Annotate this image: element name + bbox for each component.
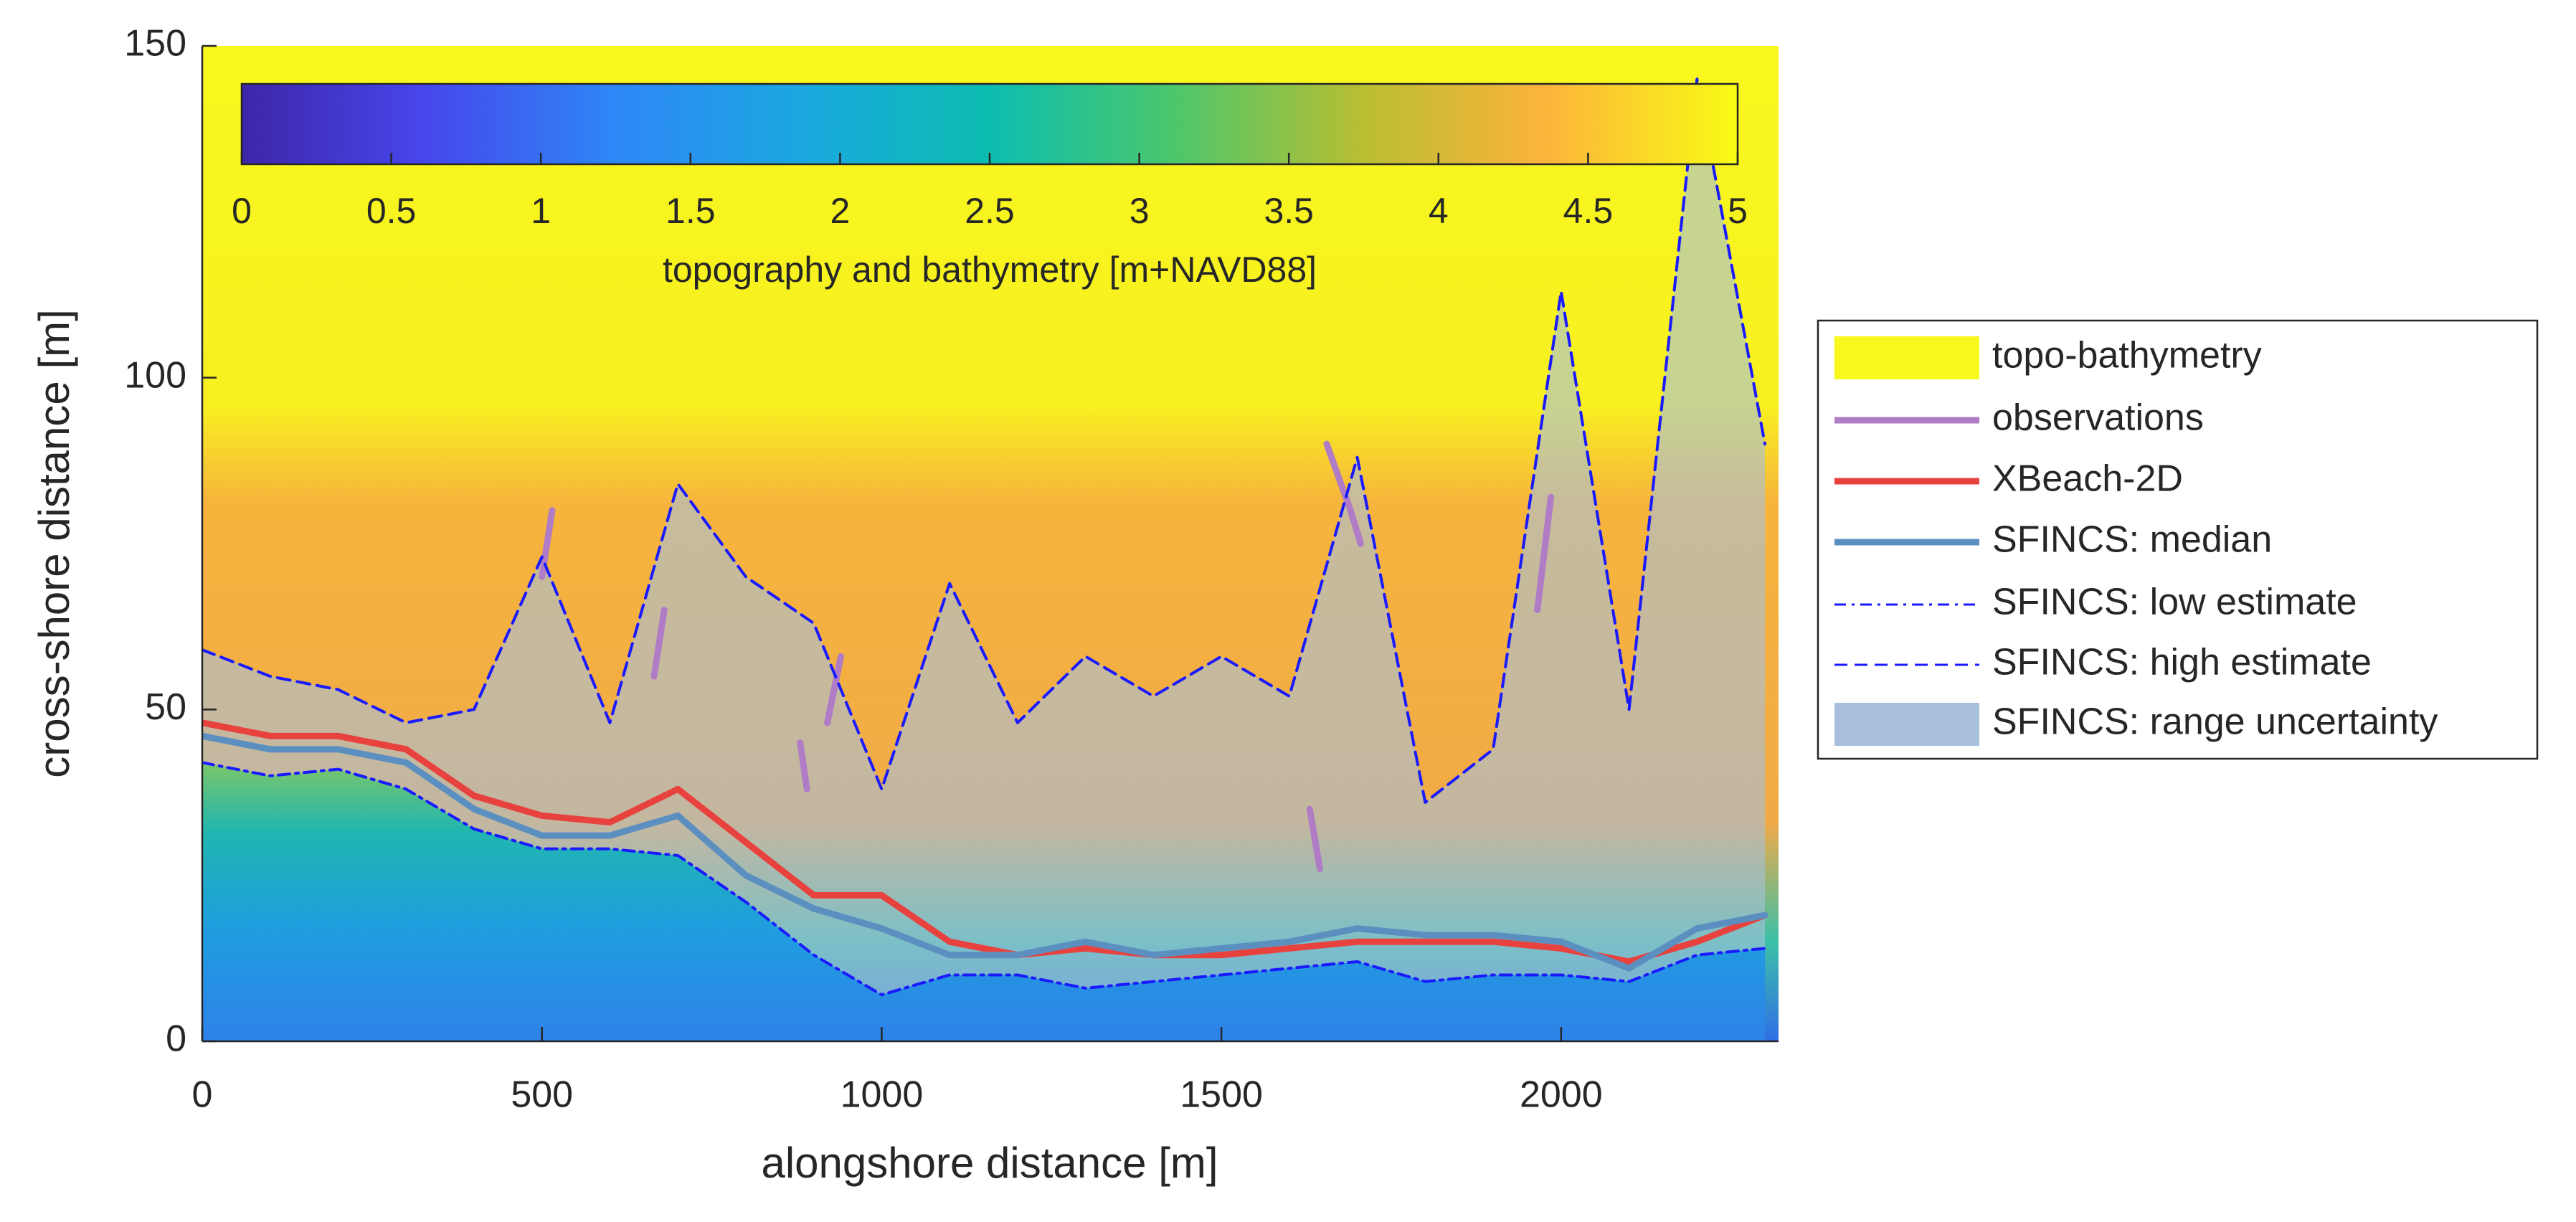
colorbar-tick-label: 2.5 [965,191,1015,231]
series-line [202,77,1767,804]
legend-label: SFINCS: low estimate [1992,582,2357,623]
legend-swatch [1834,703,1979,746]
legend-label: SFINCS: median [1992,519,2272,561]
legend-label: topo-bathymetry [1992,335,2262,376]
x-tick-label: 2000 [1520,1074,1603,1116]
colorbar-tick-label: 1.5 [666,191,716,231]
series-line [202,761,1767,997]
series-line [797,739,810,792]
series-line [539,507,556,580]
y-tick-label: 50 [145,686,186,728]
x-tick-label: 500 [511,1074,573,1116]
colorbar-tick-label: 0 [232,191,252,231]
x-axis-label: alongshore distance [m] [761,1139,1218,1187]
legend-swatch [1834,336,1979,379]
series-line [202,732,1768,972]
colorbar-tick-label: 3 [1130,191,1150,231]
y-tick-label: 150 [124,23,186,65]
x-tick-label: 1000 [840,1074,924,1116]
legend-label: SFINCS: range uncertainty [1992,701,2438,743]
colorbar-scale [240,82,1739,166]
series-line [650,607,668,680]
x-tick-label: 1500 [1180,1074,1263,1116]
legend-label: observations [1992,397,2204,439]
colorbar-tick-label: 4 [1429,191,1449,231]
colorbar-tick-label: 4.5 [1563,191,1614,231]
series-line [1534,493,1555,614]
colorbar-label: topography and bathymetry [m+NAVD88] [663,250,1317,290]
y-tick-label: 100 [124,354,186,396]
y-axis-label: cross-shore distance [m] [30,309,78,778]
series-line [1323,440,1364,547]
colorbar-tick-label: 1 [531,191,551,231]
x-tick-label: 0 [192,1074,213,1116]
series-line [202,719,1768,965]
series-line [824,653,845,726]
bathymetry-field [202,762,1766,1041]
colorbar-tick-label: 0.5 [366,191,417,231]
legend-label: XBeach-2D [1992,458,2183,500]
uncertainty-band [202,79,1766,995]
legend-label: SFINCS: high estimate [1992,642,2372,683]
y-tick-label: 0 [166,1018,186,1060]
colorbar: 0 0.5 1 1.5 2 2.5 3 3.5 4 4.5 5 topography and bath… [232,82,1748,290]
plot-area [202,46,1779,1041]
colorbar-tick-label: 3.5 [1264,191,1314,231]
legend: topo-bathymetry observations XBeach-2D SFIN… [1834,335,2438,746]
colorbar-tick-label: 5 [1728,191,1748,231]
series-line [1306,805,1323,872]
colorbar-tick-label: 2 [830,191,850,231]
